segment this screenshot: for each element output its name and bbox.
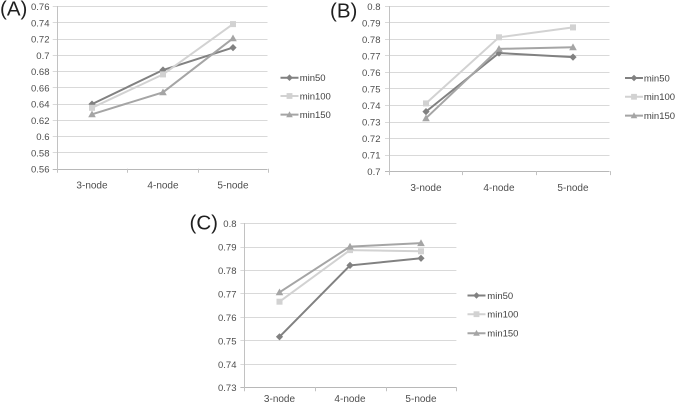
svg-text:0.76: 0.76 <box>31 2 50 13</box>
svg-text:0.71: 0.71 <box>362 151 381 162</box>
svg-text:0.79: 0.79 <box>362 18 381 29</box>
svg-text:0.75: 0.75 <box>218 336 237 347</box>
svg-text:4-node: 4-node <box>147 181 179 192</box>
svg-text:0.56: 0.56 <box>31 165 50 176</box>
svg-text:0.77: 0.77 <box>362 52 381 63</box>
svg-text:0.79: 0.79 <box>218 243 237 254</box>
svg-text:min100: min100 <box>300 91 331 102</box>
svg-text:0.68: 0.68 <box>31 67 50 78</box>
svg-text:0.73: 0.73 <box>218 383 237 394</box>
svg-text:(C): (C) <box>190 212 218 235</box>
svg-text:0.64: 0.64 <box>31 100 50 111</box>
svg-text:0.77: 0.77 <box>218 290 237 301</box>
svg-text:0.7: 0.7 <box>367 167 380 178</box>
svg-text:min50: min50 <box>644 73 670 84</box>
svg-text:0.74: 0.74 <box>31 18 50 29</box>
svg-text:0.76: 0.76 <box>218 313 237 324</box>
svg-text:0.78: 0.78 <box>362 35 381 46</box>
svg-text:0.72: 0.72 <box>31 35 50 46</box>
svg-text:0.8: 0.8 <box>367 2 380 13</box>
svg-text:0.73: 0.73 <box>362 118 381 129</box>
svg-text:(B): (B) <box>330 0 357 23</box>
svg-text:0.74: 0.74 <box>362 101 381 112</box>
svg-text:5-node: 5-node <box>557 183 589 194</box>
svg-text:min100: min100 <box>644 92 675 103</box>
svg-text:min150: min150 <box>300 110 331 121</box>
svg-text:0.7: 0.7 <box>36 51 49 62</box>
svg-text:0.58: 0.58 <box>31 148 50 159</box>
svg-text:0.6: 0.6 <box>36 132 49 143</box>
svg-text:0.72: 0.72 <box>362 134 381 145</box>
svg-text:0.66: 0.66 <box>31 83 50 94</box>
svg-text:min150: min150 <box>644 111 675 122</box>
svg-text:3-node: 3-node <box>410 183 442 194</box>
svg-text:0.78: 0.78 <box>218 266 237 277</box>
svg-text:min50: min50 <box>300 73 326 84</box>
svg-text:0.75: 0.75 <box>362 85 381 96</box>
svg-text:5-node: 5-node <box>405 394 437 405</box>
svg-text:3-node: 3-node <box>76 181 108 192</box>
svg-text:0.8: 0.8 <box>223 219 236 230</box>
svg-text:0.62: 0.62 <box>31 116 50 127</box>
svg-text:min150: min150 <box>487 329 518 340</box>
svg-text:(A): (A) <box>0 0 27 21</box>
svg-text:3-node: 3-node <box>264 394 296 405</box>
svg-text:0.74: 0.74 <box>218 360 237 371</box>
svg-text:5-node: 5-node <box>217 181 249 192</box>
svg-text:0.76: 0.76 <box>362 68 381 79</box>
svg-text:min50: min50 <box>487 291 513 302</box>
svg-text:4-node: 4-node <box>334 394 366 405</box>
svg-text:4-node: 4-node <box>483 183 515 194</box>
svg-text:min100: min100 <box>487 310 518 321</box>
